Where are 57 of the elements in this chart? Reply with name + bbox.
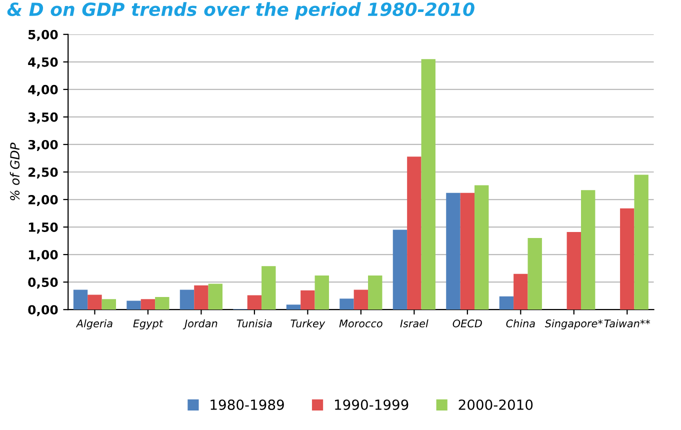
x-tick-label: Tunisia — [236, 319, 272, 328]
x-tick-label: Jordan — [182, 319, 218, 330]
chart-title: & D on GDP trends over the period 1980-2010 — [7, 2, 474, 20]
bar — [314, 275, 329, 310]
y-tick-label: 0,50 — [28, 278, 58, 289]
bar — [514, 274, 528, 310]
y-tick-label: 3,00 — [28, 140, 58, 152]
x-tick-label: Singapore* — [544, 319, 603, 330]
legend-label: 1980-1989 — [210, 399, 284, 410]
y-tick-label: 4,50 — [28, 57, 58, 68]
x-tick-label: China — [506, 319, 535, 328]
bar — [354, 290, 368, 310]
bar — [194, 285, 208, 310]
bar — [474, 185, 489, 310]
bar — [262, 266, 276, 310]
x-tick-label: Taiwan** — [604, 319, 650, 328]
bar — [460, 192, 475, 310]
bar — [421, 59, 436, 310]
x-tick-label: OECD — [452, 320, 482, 328]
bar — [300, 290, 315, 310]
bar — [580, 190, 596, 310]
bar — [340, 298, 354, 310]
y-tick-label: 0,00 — [28, 305, 58, 316]
bar — [247, 295, 262, 310]
bar — [566, 232, 581, 310]
bar — [620, 208, 634, 310]
y-tick-label: 1,50 — [28, 222, 58, 234]
y-tick-label: 4,00 — [28, 84, 58, 96]
legend-label: 2000-2010 — [458, 399, 533, 410]
bar — [180, 290, 194, 310]
y-tick-label: 2,00 — [28, 194, 58, 206]
bar — [73, 290, 88, 310]
bar — [368, 275, 382, 310]
bar — [407, 156, 422, 310]
bar — [88, 294, 102, 310]
bar — [208, 284, 222, 310]
x-tick-label: Turkey — [290, 319, 326, 330]
legend-label: 1990-1999 — [335, 399, 408, 410]
bar — [126, 300, 141, 310]
bar — [140, 299, 156, 310]
bar — [446, 192, 460, 310]
y-tick-label: 2,50 — [28, 167, 58, 179]
bar — [286, 304, 301, 310]
y-tick-label: 5,00 — [28, 30, 58, 41]
y-tick-label: 1,00 — [28, 250, 58, 262]
bar — [155, 296, 170, 310]
bar — [634, 174, 648, 310]
bar — [499, 296, 514, 310]
x-tick-label: Algeria — [76, 319, 112, 330]
bar — [528, 238, 542, 310]
y-axis-title: % of GDP — [10, 142, 20, 200]
x-tick-label: Israel — [400, 319, 428, 328]
bar — [392, 230, 408, 310]
bar — [102, 299, 116, 310]
y-tick-label: 3,50 — [28, 112, 58, 124]
x-tick-label: Egypt — [133, 320, 164, 330]
x-tick-label: Morocco — [339, 320, 382, 328]
